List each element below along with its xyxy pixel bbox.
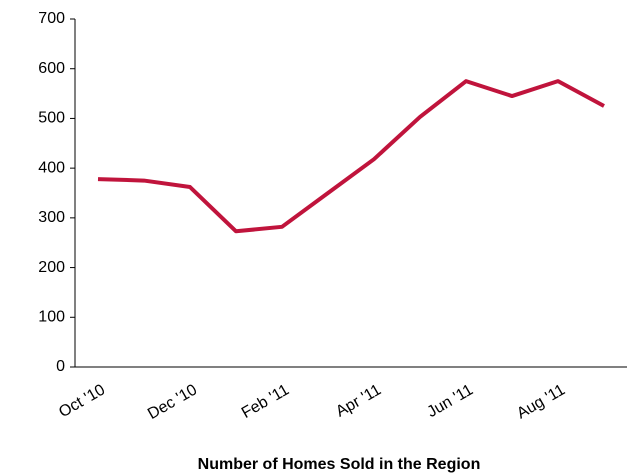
y-tick-label: 100 [38,309,65,326]
chart-title: Number of Homes Sold in the Region [198,456,481,473]
x-tick-label: Oct '10 [56,381,108,421]
x-tick-label: Dec '10 [145,381,200,423]
x-tick-label: Jun '11 [424,381,476,421]
y-tick-label: 700 [38,10,65,27]
y-tick-label: 200 [38,259,65,276]
x-tick-label: Apr '11 [333,381,384,420]
x-tick-label: Feb '11 [239,381,292,422]
x-tick-label: Aug '11 [514,381,568,422]
y-tick-label: 500 [38,110,65,127]
line-series [97,79,605,234]
y-tick-label: 600 [38,60,65,77]
y-tick-label: 400 [38,159,65,176]
y-tick-label: 0 [56,358,65,375]
y-tick-label: 300 [38,209,65,226]
